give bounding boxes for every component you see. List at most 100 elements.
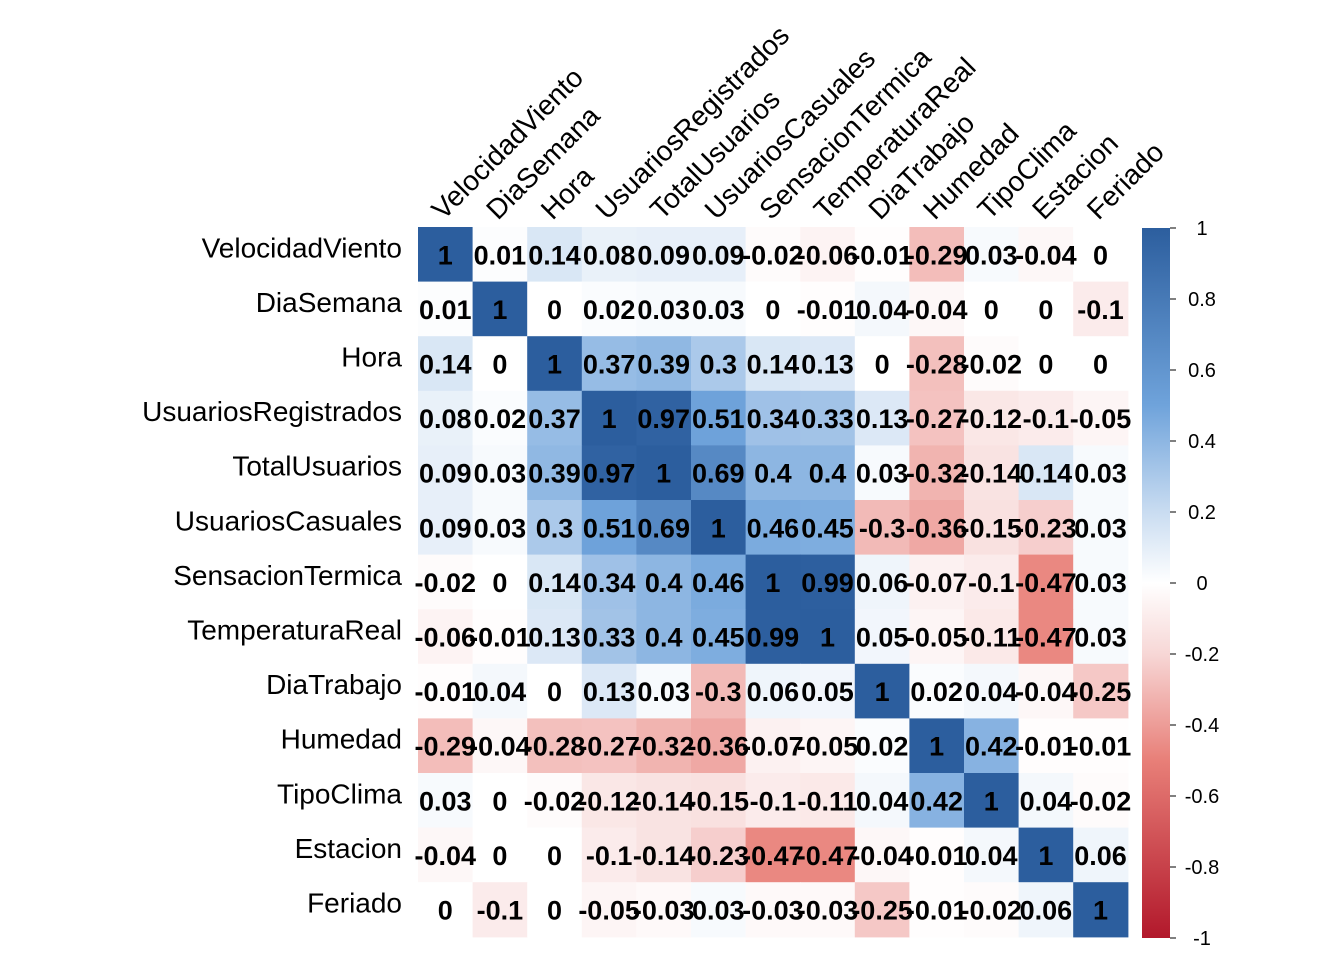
cell-value-label: 0.06 [747,677,800,707]
heatmap-cell [472,609,528,665]
cell-value-label: -0.3 [695,677,742,707]
heatmap-cell [745,227,801,283]
heatmap-cell [472,227,528,283]
cell-value-label: 0.01 [474,240,527,270]
heatmap-cell [691,882,747,938]
heatmap-cell [691,445,747,501]
heatmap-cell [527,500,583,556]
heatmap-cell [691,663,747,719]
heatmap-cell [800,773,856,829]
heatmap-cell [691,281,747,337]
cell-value-label: 0 [1093,350,1108,380]
heatmap-cell [691,336,747,392]
heatmap-cell [691,609,747,665]
row-labels: VelocidadViento DiaSemana Hora UsuariosRegi… [142,232,402,918]
heatmap-cell [745,390,801,446]
heatmap-cell [854,500,910,556]
cell-value-label: -0.1 [586,841,633,871]
heatmap-cell [800,227,856,283]
row-label: DiaTrabajo [266,669,402,700]
cell-value-label: 0.3 [700,350,738,380]
heatmap-cell [1073,445,1129,501]
heatmap-cell [964,718,1020,774]
cell-value-label: -0.47 [1015,568,1077,598]
cell-value-label: 0.03 [692,896,745,926]
heatmap-cell [527,718,583,774]
heatmap-cell [854,827,910,883]
heatmap-cell [691,554,747,610]
heatmap-cell [800,609,856,665]
heatmap-cell [636,336,692,392]
row-label: TotalUsuarios [232,451,402,482]
heatmap-cell [1018,663,1074,719]
legend-tick-label: 1 [1196,218,1207,240]
cell-value-label: 0.34 [747,404,800,434]
cell-value-label: 0.13 [583,677,636,707]
heatmap-cell [527,827,583,883]
heatmap-cell [1073,336,1129,392]
heatmap-cell [636,609,692,665]
heatmap-cell [636,663,692,719]
color-legend: 1 0.8 0.6 0.4 0.2 0 -0.2 -0.4 -0.6 -0.8 -1 [1142,218,1219,950]
heatmap-cell [581,882,637,938]
cell-value-label: -0.02 [742,240,804,270]
heatmap-cell [691,827,747,883]
heatmap-cell [472,390,528,446]
cell-value-label: 0.99 [801,568,854,598]
heatmap-cell [909,227,965,283]
heatmap-cell [636,500,692,556]
heatmap-cell [1073,281,1129,337]
heatmap-cell [581,718,637,774]
cell-value-label: 1 [929,732,944,762]
legend-tick-label: 0.8 [1188,289,1216,311]
heatmap-cell [745,882,801,938]
heatmap-cell [581,390,637,446]
cell-value-label: 0.01 [419,295,472,325]
heatmap-cell [854,281,910,337]
cell-value-label: -0.02 [961,350,1023,380]
cell-value-label: -0.14 [633,786,695,816]
cell-value-label: -0.1 [1023,404,1070,434]
cell-value-label: 0.03 [692,295,745,325]
cell-value-label: -0.28 [524,732,586,762]
cell-value-label: 1 [875,677,890,707]
heatmap-cell [800,882,856,938]
heatmap-cell [581,336,637,392]
cell-value-label: -0.1 [1077,295,1124,325]
heatmap-cell [1018,227,1074,283]
cell-value-label: 0.03 [1074,459,1127,489]
cell-value-label: 0.37 [528,404,581,434]
heatmap-cell [909,336,965,392]
cell-value-label: 0 [547,295,562,325]
heatmap-cell [418,773,474,829]
heatmap-cell [909,827,965,883]
heatmap-cell [909,718,965,774]
cell-value-label: 0 [984,295,999,325]
cell-value-label: -0.04 [1015,240,1077,270]
heatmap-cell [964,827,1020,883]
cell-value-label: -0.23 [688,841,750,871]
cell-value-label: 0.03 [419,786,472,816]
heatmap-cell [909,445,965,501]
legend-tick-label: -0.6 [1185,786,1219,808]
heatmap-cell [909,882,965,938]
heatmap-cell [691,390,747,446]
cell-value-label: 0.13 [856,404,909,434]
heatmap-cell [472,718,528,774]
heatmap-cell [527,773,583,829]
heatmap-cell [964,882,1020,938]
cell-value-label: 0 [492,841,507,871]
heatmap-cells [418,227,1129,938]
legend-tick-label: -0.4 [1185,715,1219,737]
heatmap-cell [800,445,856,501]
cell-value-label: 0.4 [754,459,792,489]
heatmap-cell [472,336,528,392]
cell-value-label: -0.01 [469,623,531,653]
heatmap-cell [1073,663,1129,719]
heatmap-cell [418,445,474,501]
heatmap-cell [472,663,528,719]
legend-color-bar [1142,228,1170,938]
heatmap-cell [581,609,637,665]
cell-value-label: 0.45 [692,623,745,653]
heatmap-cell [527,336,583,392]
